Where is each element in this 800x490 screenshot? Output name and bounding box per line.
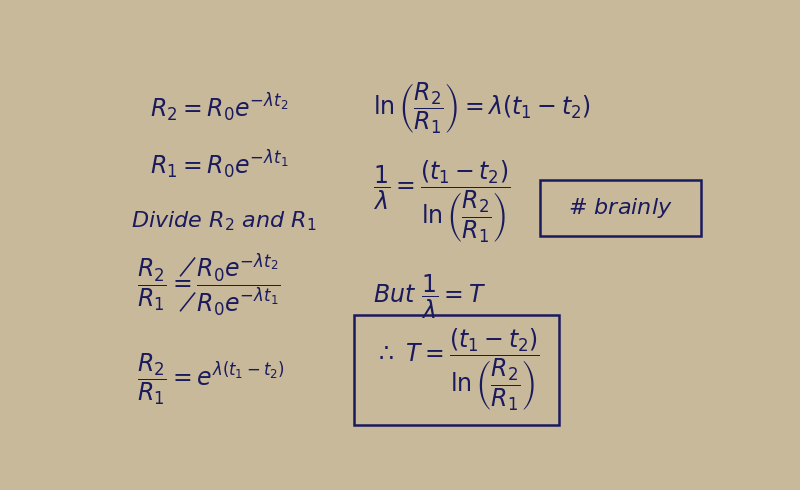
Text: $\dfrac{R_2}{R_1} = e^{\lambda(t_1 - t_2)}$: $\dfrac{R_2}{R_1} = e^{\lambda(t_1 - t_2… [138,352,285,407]
Text: $Divide\ R_2\ and\ R_1$: $Divide\ R_2\ and\ R_1$ [131,209,317,233]
Text: $But\ \dfrac{1}{\lambda} = T$: $But\ \dfrac{1}{\lambda} = T$ [373,272,486,320]
Text: $\dfrac{1}{\lambda} = \dfrac{(t_1 - t_2)}{\ln\left(\dfrac{R_2}{R_1}\right)}$: $\dfrac{1}{\lambda} = \dfrac{(t_1 - t_2)… [373,159,510,245]
Text: $R_1 = R_0 e^{-\lambda t_1}$: $R_1 = R_0 e^{-\lambda t_1}$ [150,148,288,181]
Text: $\dfrac{R_2}{R_1} = \dfrac{\not{R_0}e^{-\lambda t_2}}{\not{R_0}e^{-\lambda t_1}}: $\dfrac{R_2}{R_1} = \dfrac{\not{R_0}e^{-… [138,251,281,319]
Text: $\ln\left(\dfrac{R_2}{R_1}\right) = \lambda(t_1 - t_2)$: $\ln\left(\dfrac{R_2}{R_1}\right) = \lam… [373,80,590,136]
Text: $R_2 = R_0 e^{-\lambda t_2}$: $R_2 = R_0 e^{-\lambda t_2}$ [150,92,288,124]
Text: $\therefore\ T = \dfrac{(t_1 - t_2)}{\ln\left(\dfrac{R_2}{R_1}\right)}$: $\therefore\ T = \dfrac{(t_1 - t_2)}{\ln… [374,327,539,413]
Text: $\#\ brainly$: $\#\ brainly$ [569,196,673,220]
